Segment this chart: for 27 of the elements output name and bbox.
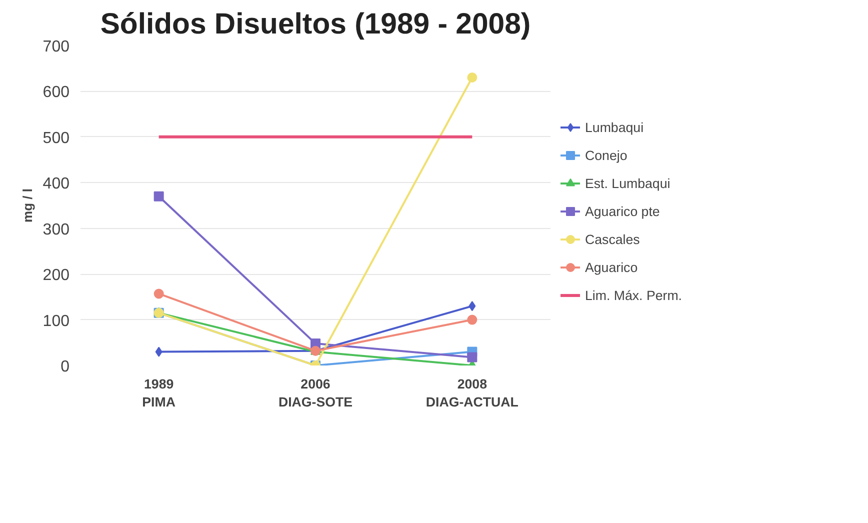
y-tick-label: 0 bbox=[60, 358, 70, 376]
legend-label: Aguarico pte bbox=[585, 204, 660, 218]
legend-label: Aguarico bbox=[585, 260, 638, 274]
y-tick-label: 200 bbox=[42, 267, 70, 284]
legend-label: Lumbaqui bbox=[585, 120, 644, 134]
x-tick-label: 2006 DIAG-SOTE bbox=[278, 376, 353, 410]
legend-label: Cascales bbox=[585, 232, 640, 246]
point bbox=[155, 346, 162, 357]
legend-label: Lim. Máx. Perm. bbox=[585, 288, 682, 302]
point bbox=[467, 72, 478, 82]
y-tick-label: 600 bbox=[42, 84, 70, 102]
y-axis-title: mg / l bbox=[20, 188, 35, 222]
y-tick-label: 700 bbox=[42, 38, 70, 56]
point bbox=[154, 191, 164, 202]
point bbox=[467, 314, 478, 325]
point bbox=[468, 301, 476, 312]
legend-label: Conejo bbox=[585, 148, 628, 162]
point bbox=[467, 352, 478, 362]
legend-label: Est. Lumbaqui bbox=[585, 176, 670, 190]
y-tick-label: 300 bbox=[42, 221, 70, 238]
chart-title: Sólidos Disueltos (1989 - 2008) bbox=[100, 8, 531, 40]
point bbox=[154, 288, 164, 299]
y-tick-label: 400 bbox=[42, 176, 70, 193]
x-tick-label: 1989 PIMA bbox=[142, 376, 176, 410]
y-tick-label: 500 bbox=[42, 130, 70, 147]
x-tick-label: 2008 DIAG-ACTUAL bbox=[426, 376, 518, 410]
y-tick-label: 100 bbox=[42, 312, 70, 330]
